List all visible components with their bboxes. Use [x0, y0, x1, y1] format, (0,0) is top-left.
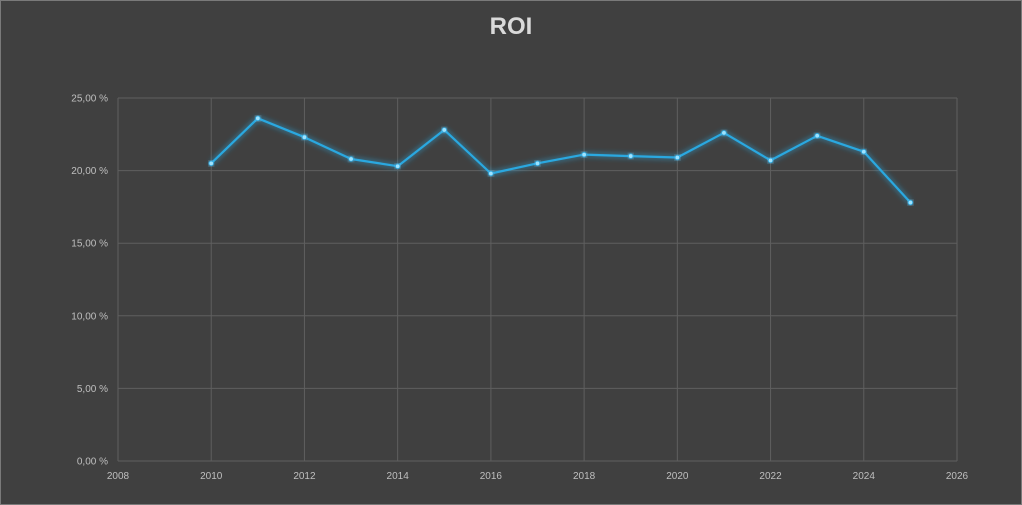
- roi-data-point: [721, 130, 727, 136]
- x-tick-label: 2020: [666, 471, 689, 482]
- y-tick-label: 5,00 %: [77, 384, 108, 395]
- y-tick-label: 10,00 %: [71, 311, 108, 322]
- grid-lines: [117, 97, 958, 462]
- y-tick-label: 15,00 %: [71, 239, 108, 250]
- chart-title: ROI: [489, 13, 533, 40]
- roi-data-point: [861, 149, 867, 155]
- roi-data-point: [488, 170, 494, 177]
- roi-data-point: [628, 153, 634, 159]
- roi-series-line: [210, 117, 912, 204]
- roi-data-point: [767, 157, 774, 164]
- roi-series: [208, 115, 914, 206]
- x-tick-label: 2016: [480, 471, 503, 482]
- roi-data-point: [814, 133, 820, 139]
- axis-tick-labels: 0,00 % 5,00 % 10,00 % 15,00 % 20,00 % 25,00 %…: [71, 94, 968, 483]
- x-tick-label: 2014: [387, 471, 410, 482]
- x-tick-label: 2024: [853, 471, 876, 482]
- roi-data-point: [581, 151, 587, 158]
- y-tick-label: 20,00 %: [71, 166, 108, 177]
- x-tick-label: 2010: [200, 471, 223, 482]
- x-tick-label: 2022: [759, 471, 782, 482]
- x-tick-label: 2026: [946, 471, 969, 482]
- roi-data-point: [674, 154, 681, 161]
- roi-data-point: [441, 127, 447, 133]
- x-tick-label: 2018: [573, 471, 596, 482]
- roi-data-point: [255, 115, 261, 122]
- roi-data-point: [208, 160, 214, 167]
- y-tick-label: 25,00 %: [71, 94, 108, 105]
- roi-data-point: [534, 160, 541, 167]
- y-tick-label: 0,00 %: [77, 457, 108, 468]
- x-tick-label: 2008: [107, 471, 130, 482]
- roi-data-point: [394, 163, 401, 169]
- x-tick-label: 2012: [293, 471, 316, 482]
- roi-data-point: [301, 134, 308, 140]
- roi-data-point: [348, 156, 354, 162]
- roi-data-point: [907, 199, 914, 206]
